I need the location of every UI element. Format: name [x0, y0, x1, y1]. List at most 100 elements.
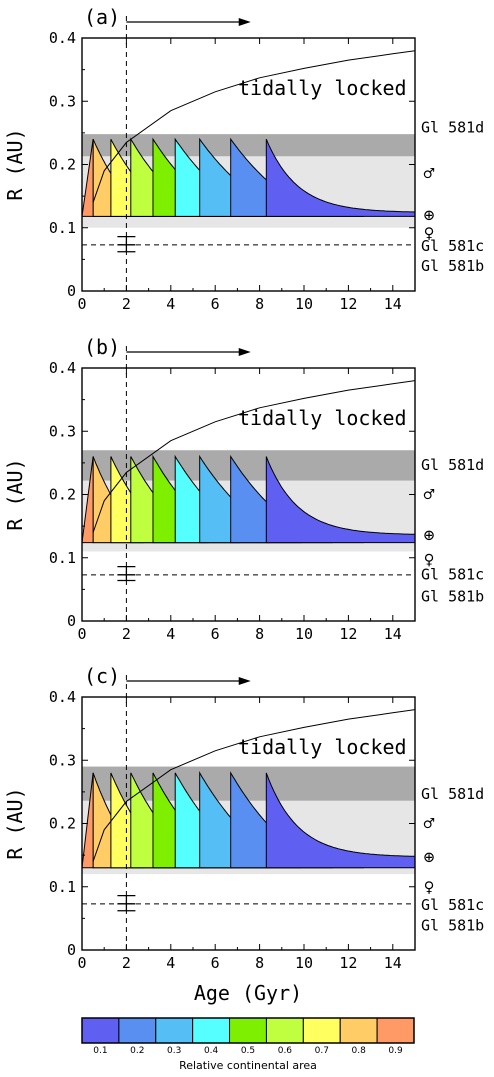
tidal-lock-curve: [92, 709, 415, 862]
y-tick-label: 0.2: [49, 815, 76, 833]
colorbar-swatch-5: [229, 1017, 267, 1044]
x-tick-label: 10: [295, 625, 313, 643]
x-tick-label: 14: [384, 625, 402, 643]
x-tick-label: 14: [384, 295, 402, 313]
x-tick-label: 4: [166, 625, 175, 643]
x-tick-label: 6: [211, 295, 220, 313]
colorbar-swatch-6: [265, 1017, 304, 1044]
plot-area: [82, 50, 415, 246]
colorbar-tick-label: 0.2: [130, 1046, 144, 1056]
y-tick-label: 0.4: [49, 29, 76, 47]
y-tick-label: 0: [67, 282, 76, 300]
continental-area-left-edge: [82, 456, 94, 544]
x-tick-label: 6: [211, 625, 220, 643]
right-label: ⊕: [424, 525, 435, 546]
colorbar-swatch-3: [155, 1017, 194, 1044]
age-arrow-head: [238, 677, 251, 685]
dark-gray-band: [82, 134, 415, 157]
right-label: ♀: [424, 877, 435, 898]
chart-panel-3: 0 2 4 6 8 10 12 14 0 0.1 0.2 0.3 0.4 R (AU) (c) tidally…: [3, 664, 484, 972]
x-tick-label: 4: [166, 295, 175, 313]
y-tick-label: 0.1: [49, 219, 76, 237]
colorbar-swatch-8: [339, 1017, 378, 1044]
y-tick-label: 0: [67, 612, 76, 630]
x-tick-label: 2: [122, 625, 131, 643]
tidally-locked-annotation: tidally locked: [238, 76, 407, 100]
plot-area: [82, 709, 415, 905]
x-tick-label: 4: [166, 954, 175, 972]
x-tick-label: 8: [255, 295, 264, 313]
continental-area-region-1: [265, 772, 415, 869]
colorbar-tick-label: 0.1: [93, 1046, 107, 1056]
colorbar-tick-label: 0.4: [204, 1046, 219, 1056]
y-tick-label: 0.1: [49, 549, 76, 567]
colorbar: 0.1 0.2 0.3 0.4 0.5 0.6 0.7 0.8 0.9: [81, 1017, 415, 1056]
colorbar-tick-label: 0.7: [315, 1046, 329, 1056]
panel-label: (b): [84, 335, 120, 359]
panel-label: (a): [84, 5, 120, 29]
y-tick-label: 0.1: [49, 878, 76, 896]
continental-area-region-1: [265, 456, 415, 544]
y-axis-label: R (AU): [3, 787, 27, 859]
right-label: Gl 581c: [421, 566, 484, 584]
x-tick-label: 2: [122, 954, 131, 972]
x-tick-label: 10: [295, 295, 313, 313]
right-label: ♀: [424, 223, 435, 244]
x-tick-label: 12: [339, 625, 357, 643]
right-label: ♂: [424, 163, 435, 184]
x-tick-label: 0: [77, 954, 86, 972]
colorbar-tick-label: 0.9: [388, 1046, 403, 1056]
colorbar-swatch-4: [192, 1017, 231, 1044]
x-tick-label: 2: [122, 295, 131, 313]
x-tick-label: 12: [339, 295, 357, 313]
y-tick-label: 0.4: [49, 688, 76, 706]
y-tick-label: 0.4: [49, 359, 76, 377]
continental-area-region-1: [265, 139, 415, 217]
right-label: Gl 581d: [421, 785, 484, 803]
colorbar-tick-label: 0.6: [278, 1046, 293, 1056]
age-arrow-head: [238, 18, 251, 26]
right-label: Gl 581b: [421, 257, 484, 275]
tidal-lock-curve: [92, 50, 415, 203]
y-axis-label: R (AU): [3, 128, 27, 200]
colorbar-swatch-7: [302, 1017, 341, 1044]
y-tick-label: 0.3: [49, 92, 76, 110]
colorbar-tick-label: 0.5: [241, 1046, 255, 1056]
right-label: Gl 581d: [421, 456, 484, 474]
right-label: ♂: [424, 814, 435, 835]
tidally-locked-annotation: tidally locked: [238, 735, 407, 759]
colorbar-tick-label: 0.8: [352, 1046, 367, 1056]
x-axis-label: Age (Gyr): [194, 981, 302, 1005]
x-tick-label: 8: [255, 625, 264, 643]
right-label: ⊕: [424, 205, 435, 226]
colorbar-frame: [81, 1017, 415, 1044]
x-tick-label: 0: [77, 295, 86, 313]
right-label: ⊕: [424, 847, 435, 868]
continental-area-left-edge: [82, 772, 94, 869]
colorbar-swatch-1: [81, 1017, 120, 1044]
age-arrow-head: [238, 348, 251, 356]
colorbar-swatch-9: [376, 1017, 415, 1044]
colorbar-swatch-2: [118, 1017, 157, 1044]
right-label: Gl 581b: [421, 588, 484, 606]
right-label: Gl 581c: [421, 237, 484, 255]
y-tick-label: 0.2: [49, 156, 76, 174]
plot-area: [82, 380, 415, 576]
x-tick-label: 0: [77, 625, 86, 643]
chart-panel-2: 0 2 4 6 8 10 12 14 0 0.1 0.2 0.3 0.4 R (AU) (b) tidally…: [3, 335, 484, 643]
y-tick-label: 0.2: [49, 486, 76, 504]
continental-area-left-edge: [82, 139, 94, 217]
x-tick-label: 8: [255, 954, 264, 972]
y-axis-label: R (AU): [3, 458, 27, 530]
x-tick-label: 10: [295, 954, 313, 972]
colorbar-tick-label: 0.3: [167, 1046, 181, 1056]
panel-label: (c): [84, 664, 120, 688]
chart-panel-1: 0 2 4 6 8 10 12 14 0 0.1 0.2 0.3 0.4 R (AU) (a) tidally…: [3, 5, 484, 313]
x-tick-label: 14: [384, 954, 402, 972]
right-label: ♀: [424, 550, 435, 571]
right-label: Gl 581d: [421, 119, 484, 137]
right-label: Gl 581b: [421, 917, 484, 935]
right-label: Gl 581c: [421, 896, 484, 914]
y-tick-label: 0.3: [49, 422, 76, 440]
